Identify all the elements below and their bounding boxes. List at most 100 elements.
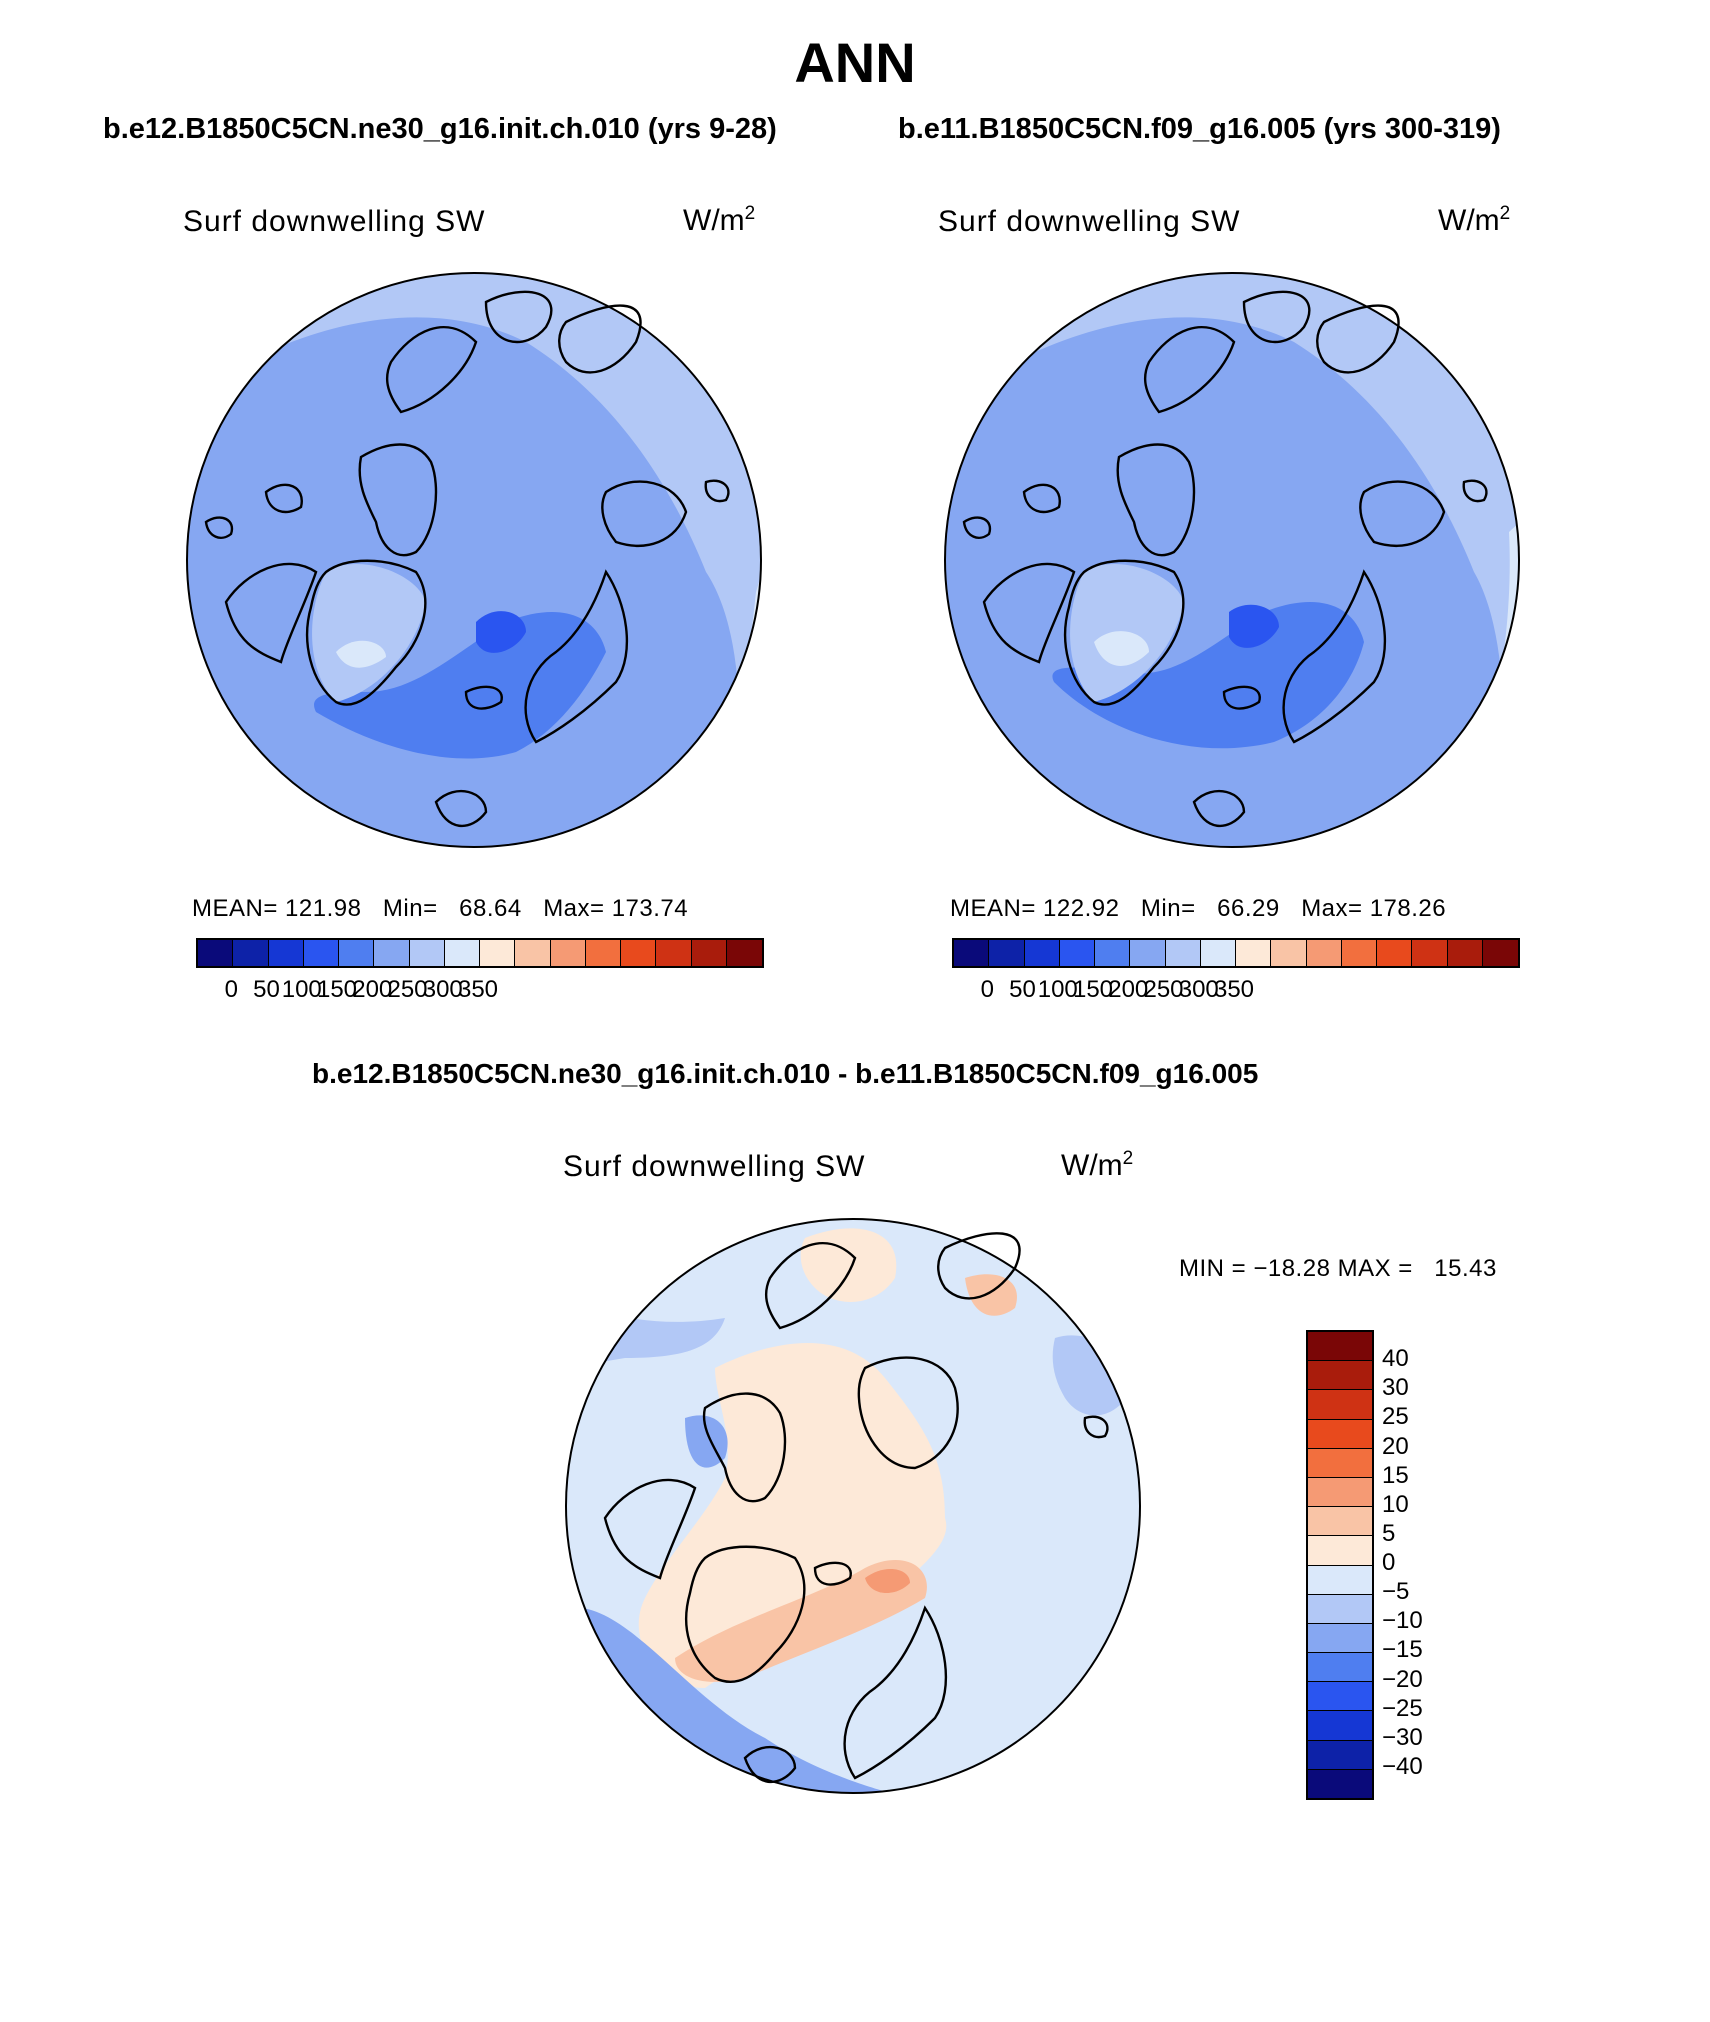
colorbar-tick-label: 30 [1382,1374,1409,1402]
colorbar-segment [480,940,516,966]
difference-title: b.e12.B1850C5CN.ne30_g16.init.ch.010 - b… [312,1058,1259,1089]
colorbar-segment [1308,1507,1372,1537]
polar-map-test [186,272,762,848]
colorbar-tick-label: 50 [1009,976,1036,1003]
stats-test: MEAN= 121.98 Min= 68.64 Max= 173.74 [192,895,689,922]
colorbar-segment [1308,1594,1372,1624]
colorbar-segment [1308,1769,1372,1798]
variable-label-control: Surf downwelling SW [938,205,1241,238]
panel-title-test: b.e12.B1850C5CN.ne30_g16.init.ch.010 (yr… [103,113,777,145]
colorbar-segment [1308,1711,1372,1741]
colorbar-control [952,938,1520,968]
colorbar-tick-label: 0 [224,976,238,1003]
colorbar-difference [1306,1330,1374,1800]
panel-title-control: b.e11.B1850C5CN.f09_g16.005 (yrs 300-319… [898,113,1501,145]
map-border [944,272,1520,848]
colorbar-segment [1308,1477,1372,1508]
field-min-core [476,611,526,653]
greenland-ice [336,640,386,668]
colorbar-tick-label: 300 [422,976,463,1003]
colorbar-segment [691,940,727,966]
colorbar-tick-label: 150 [1072,976,1114,1003]
colorbar-segment [1308,1361,1372,1391]
field-positive-strong [675,1559,927,1682]
units-label-test: W/m2 [683,203,756,237]
colorbar-segment [303,940,339,966]
colorbar-segment [621,940,657,966]
stats-control: MEAN= 122.92 Min= 66.29 Max= 178.26 [950,895,1447,922]
colorbar-segment [585,940,621,966]
polar-map-control [944,272,1520,848]
colorbar-tick-label: 250 [387,976,428,1003]
stats-difference: MIN = −18.28 MAX = 15.43 [1179,1255,1497,1282]
colorbar-segment [1308,1653,1372,1683]
colorbar-labels-control: 0 50 100 150 200 250 300 350 [952,976,1516,1006]
colorbar-segment [1308,1332,1372,1362]
variable-label-diff: Surf downwelling SW [563,1150,866,1183]
colorbar-segment [550,940,586,966]
variable-label-test: Surf downwelling SW [183,205,486,238]
colorbar-tick-label: −15 [1382,1636,1423,1664]
units-label-diff: W/m2 [1061,1148,1134,1182]
colorbar-tick-label: 300 [1178,976,1219,1003]
colorbar-segment [1024,940,1060,966]
colorbar-tick-label: 100 [281,976,322,1003]
colorbar-tick-label: −5 [1382,1578,1410,1606]
colorbar-tick-label: 50 [253,976,280,1003]
colorbar-segment [989,940,1025,966]
colorbar-tick-label: 150 [316,976,358,1003]
colorbar-segment [1308,1740,1372,1770]
colorbar-tick-label: −10 [1382,1607,1423,1635]
colorbar-tick-label: 200 [1108,976,1149,1003]
colorbar-tick-label: 20 [1382,1432,1409,1460]
colorbar-segment [1308,1448,1372,1478]
colorbar-segment [1308,1419,1372,1449]
colorbar-segment [1308,1390,1372,1420]
field-outer-band [187,273,761,847]
colorbar-tick-label: 15 [1382,1461,1409,1489]
colorbar-segment [1200,940,1236,966]
colorbar-tick-label: 250 [1143,976,1184,1003]
colorbar-tick-label: −25 [1382,1694,1423,1722]
colorbar-tick-label: 25 [1382,1403,1409,1431]
map-border [565,1218,1141,1794]
colorbar-segment [339,940,375,966]
colorbar-segment [1130,940,1166,966]
colorbar-segment [1308,1682,1372,1712]
colorbar-tick-label: 5 [1382,1519,1396,1547]
colorbar-segment [1447,940,1483,966]
colorbar-segment [1059,940,1095,966]
coastlines [204,290,730,827]
greenland-ice [1094,631,1149,666]
colorbar-segment [374,940,410,966]
colorbar-segment [1341,940,1377,966]
figure-title: ANN [794,31,916,94]
colorbar-segment [954,940,990,966]
colorbar-labels-test: 0 50 100 150 200 250 300 350 [196,976,760,1006]
colorbar-test [196,938,764,968]
colorbar-tick-label: 200 [352,976,393,1003]
colorbar-tick-label: 100 [1037,976,1078,1003]
colorbar-segment [1308,1536,1372,1566]
colorbar-segment [409,940,445,966]
colorbar-segment [1236,940,1272,966]
colorbar-tick-label: 0 [980,976,994,1003]
field-core [314,612,606,759]
colorbar-segment [726,940,762,966]
colorbar-segment [1308,1565,1372,1595]
field-min-core [1229,604,1279,648]
colorbar-segment [1306,940,1342,966]
colorbar-segment [198,940,234,966]
colorbar-segment [1271,940,1307,966]
coastlines [962,290,1488,827]
colorbar-segment [1377,940,1413,966]
colorbar-segment [1412,940,1448,966]
greenland-field [312,563,426,702]
colorbar-segment [656,940,692,966]
colorbar-segment [515,940,551,966]
colorbar-segment [268,940,304,966]
colorbar-tick-label: −40 [1382,1752,1423,1780]
map-border [186,272,762,848]
colorbar-tick-label: 10 [1382,1490,1409,1518]
colorbar-tick-label: −20 [1382,1665,1423,1693]
